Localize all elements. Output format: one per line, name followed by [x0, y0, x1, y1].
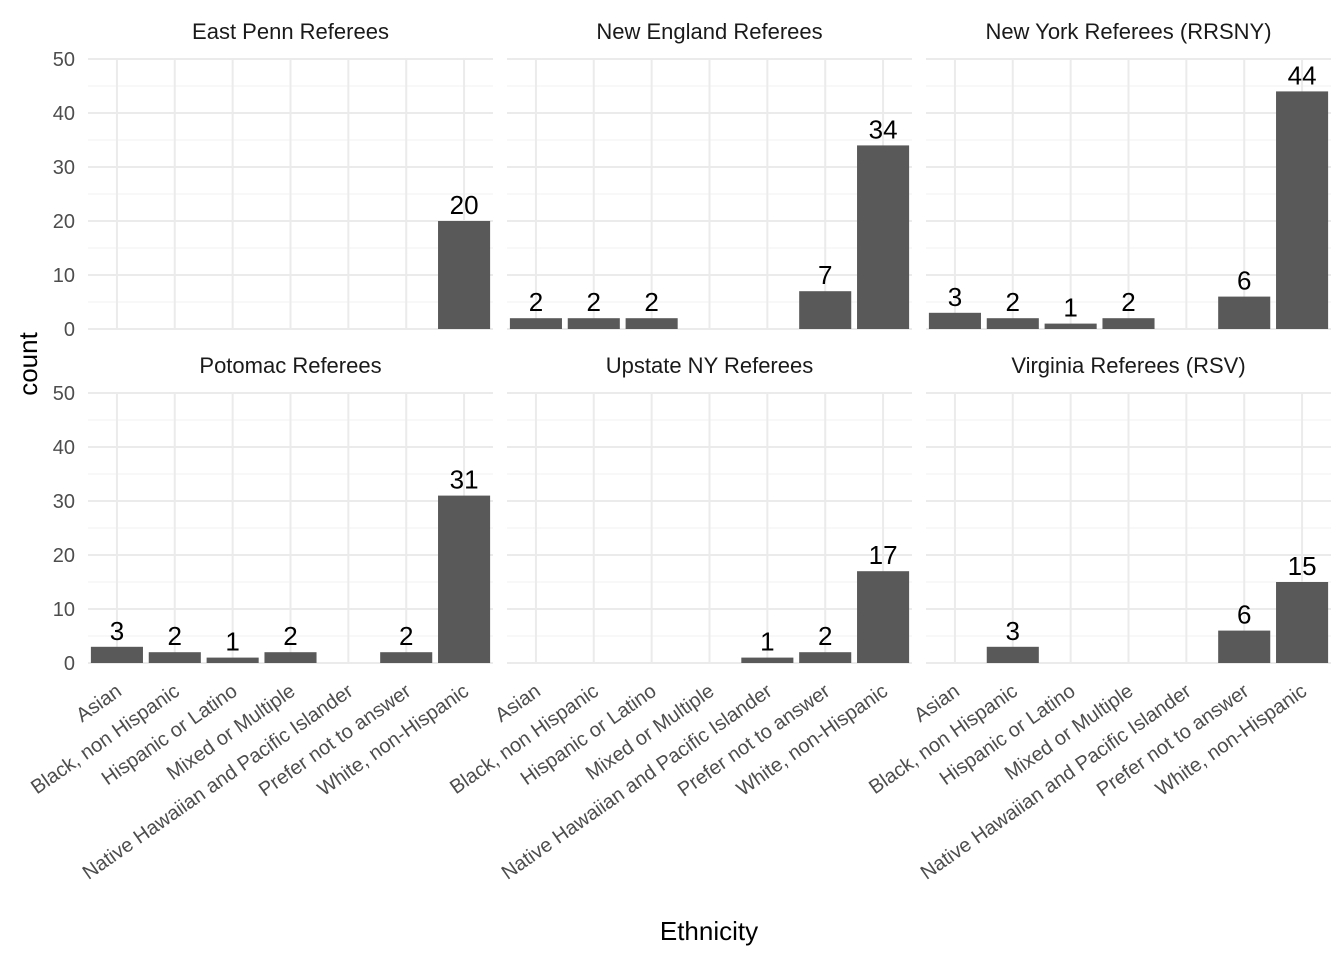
panel-new-york-referees-rrsny: New York Referees (RRSNY) 3 2 1 2 6 44	[926, 19, 1331, 330]
bar-prefer-not-to-answer	[380, 652, 433, 663]
bar-value-label: 15	[1288, 551, 1317, 581]
bar-value-label: 2	[1121, 287, 1135, 317]
bar-value-label: 2	[1006, 287, 1020, 317]
bar-white-non-hispanic	[857, 145, 910, 329]
bar-value-label: 34	[869, 114, 898, 144]
panel-title: Upstate NY Referees	[606, 353, 813, 378]
bar-black-non-hispanic	[986, 318, 1039, 329]
y-tick-label: 20	[53, 545, 75, 567]
bar-value-label: 31	[450, 465, 479, 495]
bar-black-non-hispanic	[567, 318, 620, 329]
bar-white-non-hispanic	[1276, 91, 1329, 330]
bar-value-label: 1	[760, 627, 774, 657]
bar-value-label: 2	[644, 287, 658, 317]
bar-hispanic-or-latino	[206, 657, 259, 663]
bar-value-label: 2	[818, 621, 832, 651]
x-axis-title: Ethnicity	[660, 916, 758, 946]
bar-mixed-or-multiple	[264, 652, 317, 663]
bar-white-non-hispanic	[438, 221, 491, 329]
y-tick-label: 50	[53, 383, 75, 405]
panel-new-england-referees: New England Referees 2 2 2 7 34	[507, 19, 912, 330]
bar-value-label: 1	[1063, 293, 1077, 323]
y-tick-label: 30	[53, 491, 75, 513]
bar-value-label: 2	[168, 621, 182, 651]
bar-value-label: 2	[399, 621, 413, 651]
y-tick-label: 10	[53, 265, 75, 287]
panel-title: Virginia Referees (RSV)	[1011, 353, 1245, 378]
bar-prefer-not-to-answer	[1218, 296, 1271, 329]
bar-prefer-not-to-answer	[799, 291, 852, 329]
bar-value-label: 1	[225, 627, 239, 657]
y-tick-label: 50	[53, 49, 75, 71]
bar-white-non-hispanic	[1276, 582, 1329, 663]
bar-value-label: 44	[1288, 60, 1317, 90]
bar-prefer-not-to-answer	[799, 652, 852, 663]
bar-hispanic-or-latino	[1044, 323, 1097, 329]
panel-title: East Penn Referees	[192, 19, 389, 44]
bar-asian	[509, 318, 562, 329]
panel-title: New York Referees (RRSNY)	[985, 19, 1271, 44]
y-tick-label: 0	[64, 653, 75, 675]
y-axis-title: count	[13, 331, 43, 395]
panel-east-penn-referees: East Penn Referees 20 0 10 20 30 40 50	[53, 19, 493, 341]
bar-value-label: 2	[283, 621, 297, 651]
bar-value-label: 2	[529, 287, 543, 317]
y-tick-label: 10	[53, 599, 75, 621]
bar-asian	[928, 312, 981, 329]
bar-value-label: 3	[948, 282, 962, 312]
bar-white-non-hispanic	[438, 495, 491, 663]
y-tick-label: 20	[53, 211, 75, 233]
bar-prefer-not-to-answer	[1218, 630, 1271, 663]
panel-title: New England Referees	[596, 19, 822, 44]
bar-black-non-hispanic	[148, 652, 201, 663]
bar-value-label: 3	[110, 616, 124, 646]
bar-value-label: 2	[587, 287, 601, 317]
bar-value-label: 17	[869, 540, 898, 570]
bar-value-label: 6	[1237, 600, 1251, 630]
bar-hispanic-or-latino	[625, 318, 678, 329]
bar-black-non-hispanic	[986, 646, 1039, 663]
panel-title: Potomac Referees	[199, 353, 381, 378]
bar-asian	[90, 646, 143, 663]
bar-value-label: 20	[450, 190, 479, 220]
y-tick-label: 40	[53, 103, 75, 125]
bar-value-label: 6	[1237, 266, 1251, 296]
bar-mixed-or-multiple	[1102, 318, 1155, 329]
y-tick-label: 40	[53, 437, 75, 459]
bar-native-hawaiian-and-pacific-islander	[741, 657, 794, 663]
bar-white-non-hispanic	[857, 571, 910, 663]
bar-value-label: 3	[1006, 616, 1020, 646]
bar-value-label: 7	[818, 260, 832, 290]
y-tick-label: 30	[53, 157, 75, 179]
y-tick-label: 0	[64, 319, 75, 341]
